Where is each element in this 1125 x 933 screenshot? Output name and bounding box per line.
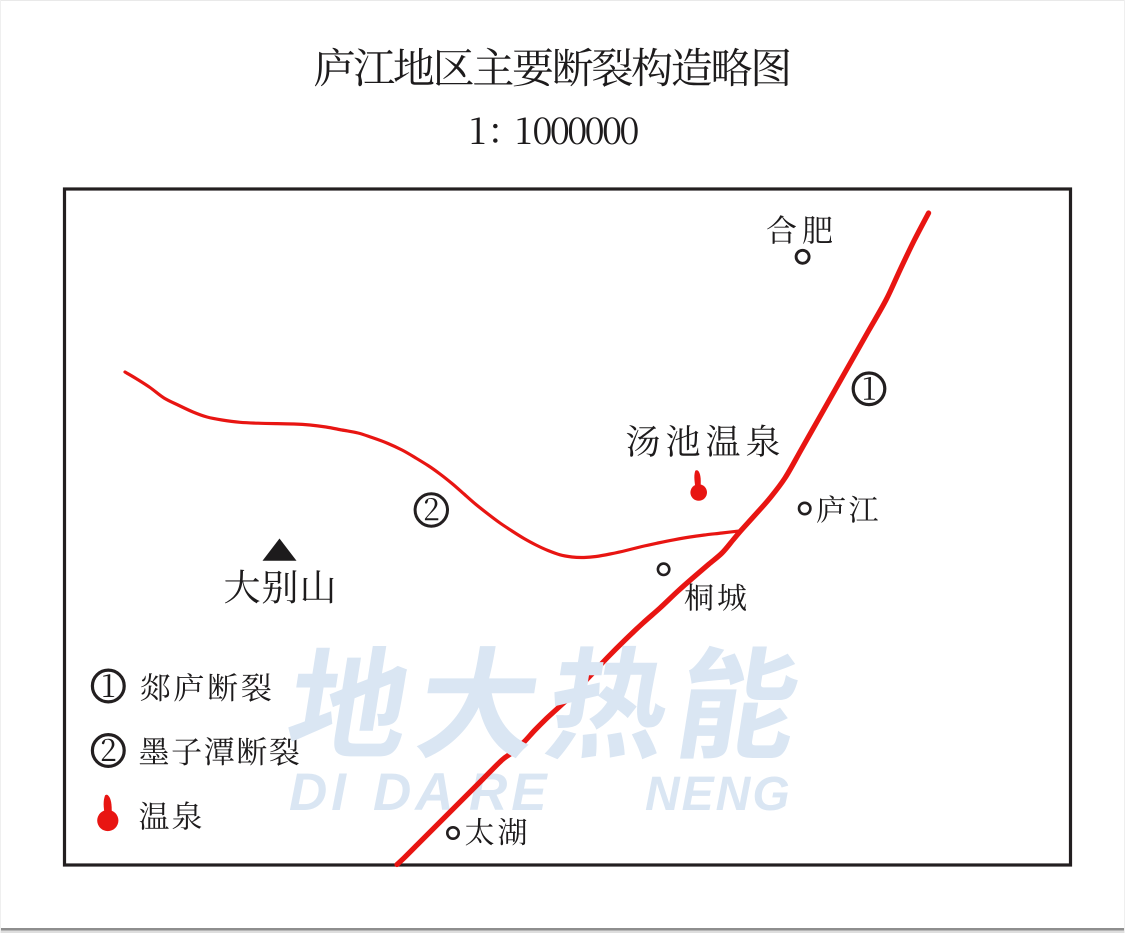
svg-text:NENG: NENG bbox=[645, 768, 792, 821]
svg-text:DA: DA bbox=[373, 763, 458, 822]
svg-text:RE: RE bbox=[469, 763, 551, 822]
svg-text:DI: DI bbox=[289, 763, 350, 822]
